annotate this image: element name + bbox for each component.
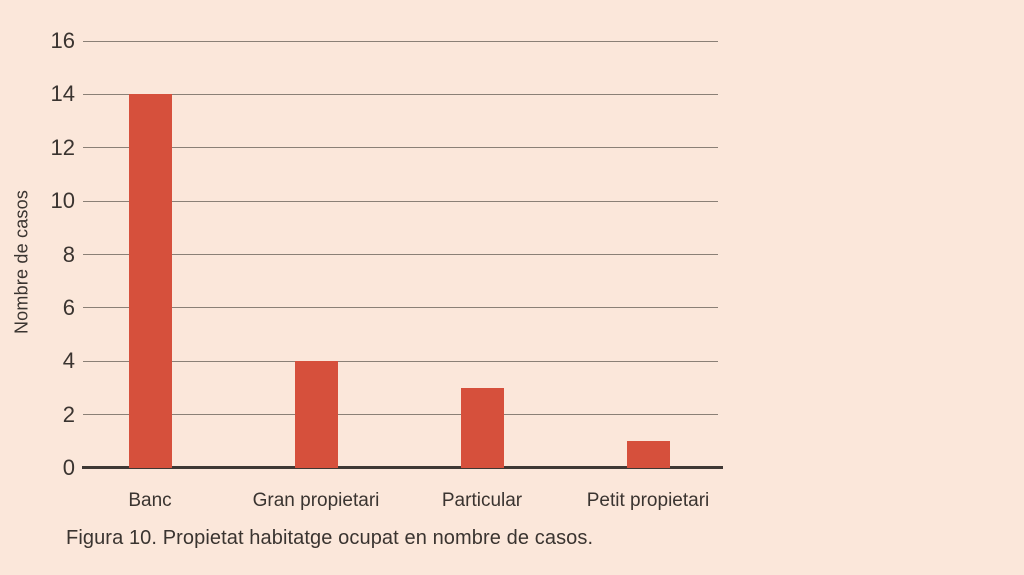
category-label: Petit propietari — [586, 490, 710, 511]
y-tick-label: 12 — [50, 134, 75, 160]
gridline — [83, 200, 718, 202]
category-label: Banc — [128, 490, 172, 511]
bar-banc — [128, 94, 172, 468]
category-label: Particular — [441, 490, 523, 511]
y-tick-label: 8 — [62, 241, 75, 267]
gridline — [83, 360, 718, 362]
y-tick-label: 0 — [62, 455, 75, 480]
bar-petit-propietari — [626, 441, 670, 468]
x-axis-line — [82, 466, 724, 469]
bar-gran-propietari — [294, 361, 338, 468]
gridline — [83, 307, 718, 309]
y-tick-label: 10 — [50, 188, 75, 214]
gridline — [83, 40, 718, 42]
y-tick-label: 14 — [50, 81, 75, 107]
y-tick-label: 16 — [50, 28, 75, 53]
figure-caption: Figura 10. Propietat habitatge ocupat en… — [66, 527, 594, 549]
y-tick-label: 6 — [62, 294, 75, 320]
gridline — [83, 254, 718, 255]
gridline — [83, 93, 718, 95]
y-tick-label: 4 — [62, 348, 75, 374]
gridline — [83, 414, 718, 416]
gridline — [83, 147, 718, 149]
bar-particular — [460, 387, 504, 468]
category-label: Gran propietari — [252, 490, 380, 511]
plot-area — [82, 40, 724, 469]
y-tick-label: 2 — [62, 401, 75, 427]
